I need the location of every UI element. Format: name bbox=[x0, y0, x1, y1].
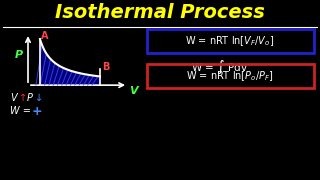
Text: W = nRT ln[$V_F$/$V_o$]: W = nRT ln[$V_F$/$V_o$] bbox=[186, 34, 275, 48]
Text: W = $\int$ Pdv: W = $\int$ Pdv bbox=[191, 58, 249, 76]
Text: P: P bbox=[15, 50, 23, 60]
Text: A: A bbox=[41, 31, 49, 41]
Text: Isothermal Process: Isothermal Process bbox=[55, 3, 265, 22]
Text: P: P bbox=[27, 93, 33, 103]
Text: ↑: ↑ bbox=[19, 93, 27, 103]
Text: +: + bbox=[32, 105, 43, 118]
Text: W = nRT ln[$P_o$/$P_F$]: W = nRT ln[$P_o$/$P_F$] bbox=[186, 69, 274, 83]
Text: B: B bbox=[102, 62, 110, 72]
Text: W =: W = bbox=[10, 106, 34, 116]
Text: V: V bbox=[10, 93, 17, 103]
Polygon shape bbox=[40, 39, 100, 85]
Text: V: V bbox=[129, 86, 137, 96]
Text: ↓: ↓ bbox=[35, 93, 43, 103]
